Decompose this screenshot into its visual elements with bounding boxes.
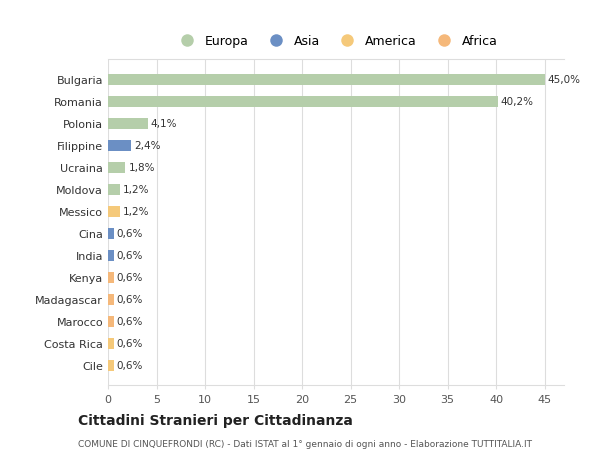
Text: 4,1%: 4,1% [151, 119, 177, 129]
Bar [108, 96, 498, 107]
Bar [108, 360, 114, 371]
Text: 0,6%: 0,6% [117, 251, 143, 261]
Bar [108, 294, 114, 305]
Text: 1,2%: 1,2% [122, 207, 149, 217]
Bar [108, 118, 148, 129]
Text: 0,6%: 0,6% [117, 273, 143, 282]
Bar [108, 74, 545, 85]
Text: COMUNE DI CINQUEFRONDI (RC) - Dati ISTAT al 1° gennaio di ogni anno - Elaborazio: COMUNE DI CINQUEFRONDI (RC) - Dati ISTAT… [78, 439, 532, 448]
Bar [108, 228, 114, 239]
Text: 40,2%: 40,2% [501, 97, 534, 107]
Bar [108, 338, 114, 349]
Bar [108, 184, 119, 195]
Text: 0,6%: 0,6% [117, 294, 143, 304]
Text: 2,4%: 2,4% [134, 141, 161, 151]
Bar [108, 272, 114, 283]
Bar [108, 316, 114, 327]
Bar [108, 250, 114, 261]
Text: 0,6%: 0,6% [117, 338, 143, 348]
Text: 1,2%: 1,2% [122, 185, 149, 195]
Text: 45,0%: 45,0% [548, 75, 581, 85]
Bar [108, 140, 131, 151]
Text: 0,6%: 0,6% [117, 229, 143, 239]
Text: 1,8%: 1,8% [128, 163, 155, 173]
Text: 0,6%: 0,6% [117, 360, 143, 370]
Legend: Europa, Asia, America, Africa: Europa, Asia, America, Africa [170, 30, 502, 53]
Text: Cittadini Stranieri per Cittadinanza: Cittadini Stranieri per Cittadinanza [78, 414, 353, 428]
Bar [108, 162, 125, 173]
Text: 0,6%: 0,6% [117, 316, 143, 326]
Bar [108, 206, 119, 217]
